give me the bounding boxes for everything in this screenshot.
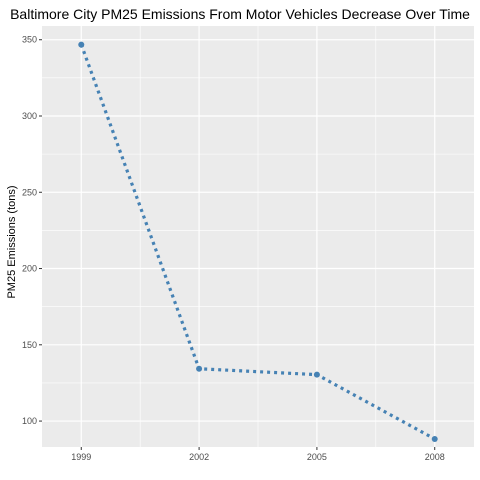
y-tick-label: 100 <box>22 416 37 426</box>
data-point <box>196 365 203 372</box>
chart-title: Baltimore City PM25 Emissions From Motor… <box>10 6 470 22</box>
x-tick-label: 2008 <box>425 452 445 462</box>
data-point <box>313 371 320 378</box>
x-tick-label: 2005 <box>307 452 327 462</box>
data-point <box>78 41 85 48</box>
y-tick-label: 250 <box>22 187 37 197</box>
grid-minor <box>42 26 474 447</box>
y-axis: 100 150 200 250 300 350 <box>22 35 42 426</box>
x-axis: 1999 2002 2005 2008 <box>71 447 445 462</box>
y-tick-label: 350 <box>22 35 37 45</box>
y-axis-title: PM25 Emissions (tons) <box>6 185 18 298</box>
series-points <box>78 41 438 442</box>
grid-major <box>42 26 474 447</box>
x-tick-label: 1999 <box>71 452 91 462</box>
y-tick-label: 150 <box>22 340 37 350</box>
y-tick-label: 200 <box>22 264 37 274</box>
y-tick-label: 300 <box>22 111 37 121</box>
x-tick-label: 2002 <box>189 452 209 462</box>
data-point <box>431 435 438 442</box>
